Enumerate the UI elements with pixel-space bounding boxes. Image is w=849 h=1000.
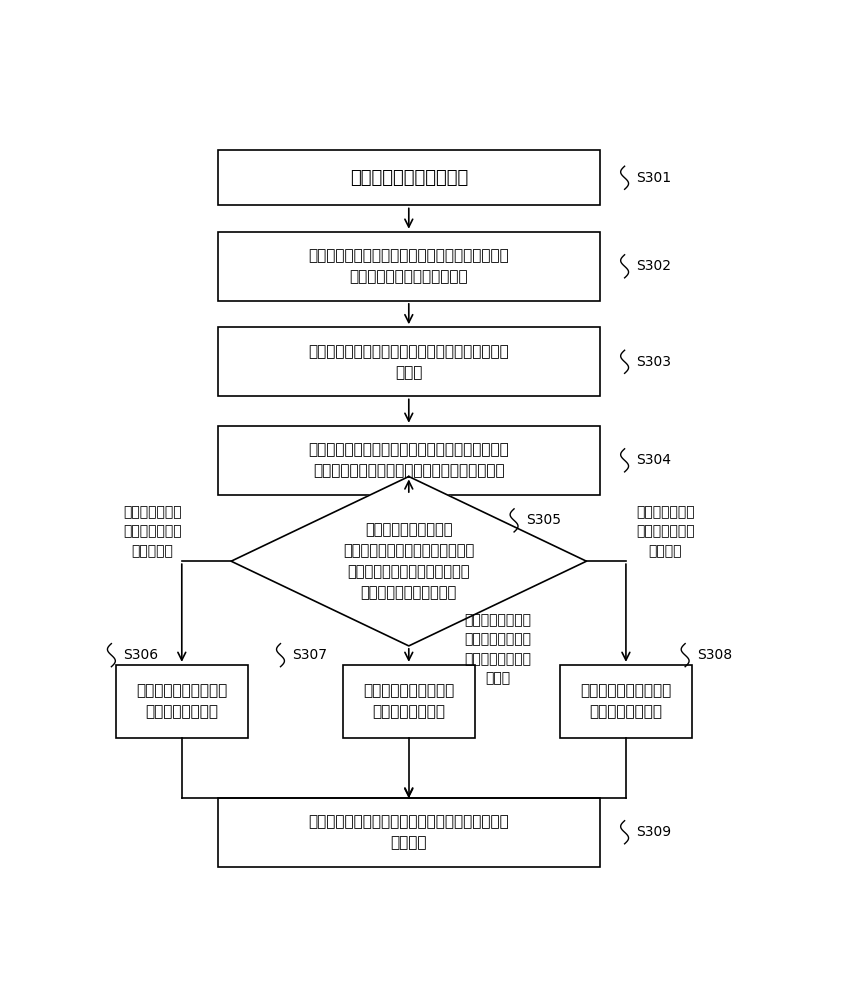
Bar [218,798,599,867]
Text: S308: S308 [697,648,732,662]
Text: S304: S304 [637,453,672,467]
Bar [218,232,599,301]
Text: 接收当前帧电池温度信号: 接收当前帧电池温度信号 [350,169,468,187]
Text: 确定电池温度为当前帧
的电池的最低温度: 确定电池温度为当前帧 的电池的最低温度 [136,683,228,719]
Text: 当前帧的电池的平
均温度高于第三标
定值且不高于第四
标定值: 当前帧的电池的平 均温度高于第三标 定值且不高于第四 标定值 [464,613,531,685]
Text: 将仪表盘的指针摆动到仪表盘上对应确定的电池温
度的位置: 将仪表盘的指针摆动到仪表盘上对应确定的电池温 度的位置 [308,814,509,850]
Text: 当电池温度的变化模式
为第二模式时，将当前帧的电池的
平均温度分别与第二模式的第三
标定值和第四标定值比较: 当电池温度的变化模式 为第二模式时，将当前帧的电池的 平均温度分别与第二模式的第… [343,522,475,600]
Text: 根据当前帧电池温度信号，获取当前帧的电池的平
均温度、最高温度和最低温度: 根据当前帧电池温度信号，获取当前帧的电池的平 均温度、最高温度和最低温度 [308,248,509,284]
Text: S303: S303 [637,355,672,369]
Text: S306: S306 [123,648,159,662]
Bar [218,327,599,396]
Text: 当前帧的电池的
平均温度不高于
第三标定值: 当前帧的电池的 平均温度不高于 第三标定值 [123,505,182,558]
Text: 确定电池温度为当前帧
的电池的平均温度: 确定电池温度为当前帧 的电池的平均温度 [363,683,454,719]
Bar [560,665,692,738]
Text: 当前帧的电池的
平均温度高于第
四标定值: 当前帧的电池的 平均温度高于第 四标定值 [636,505,694,558]
Bar [218,426,599,495]
Polygon shape [231,477,587,646]
Bar [343,665,475,738]
Text: 若当前帧的电池的平均温度比前一帧的电池的平均
温度低，则确定电池温度的变化模式为第二模式: 若当前帧的电池的平均温度比前一帧的电池的平均 温度低，则确定电池温度的变化模式为… [308,442,509,478]
Text: S307: S307 [292,648,328,662]
Text: S305: S305 [526,513,561,527]
Text: S302: S302 [637,259,672,273]
Text: S301: S301 [637,171,672,185]
Text: 比较当前帧的电池的平均温度与前一帧的电池的平
均温度: 比较当前帧的电池的平均温度与前一帧的电池的平 均温度 [308,344,509,380]
Text: 确定电池温度为当前帧
的电池的最高温度: 确定电池温度为当前帧 的电池的最高温度 [581,683,672,719]
Bar [218,150,599,205]
Bar [116,665,248,738]
Text: S309: S309 [637,825,672,839]
